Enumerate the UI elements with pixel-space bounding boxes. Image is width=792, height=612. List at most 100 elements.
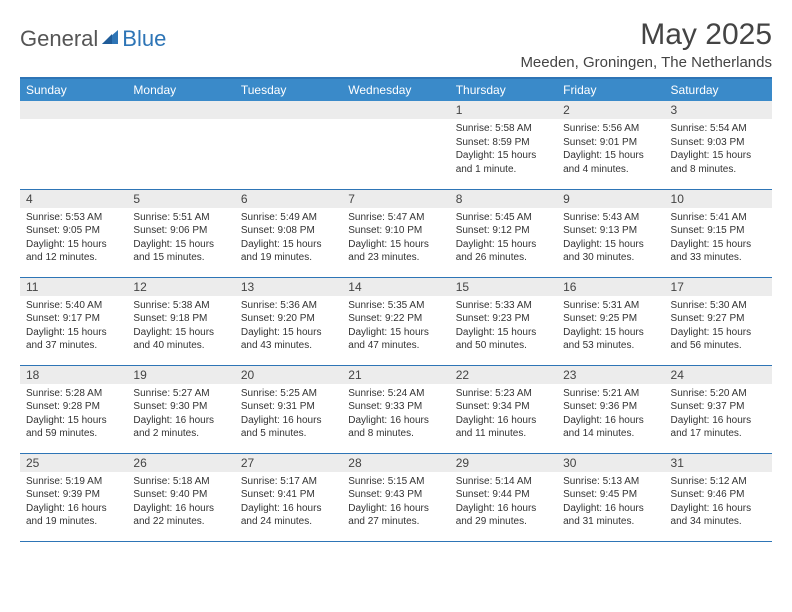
daylight-text: Daylight: 16 hours and 34 minutes.	[671, 502, 766, 529]
day-number: 24	[665, 366, 772, 384]
day-details: Sunrise: 5:21 AMSunset: 9:36 PMDaylight:…	[557, 384, 664, 445]
daylight-text: Daylight: 16 hours and 29 minutes.	[456, 502, 551, 529]
sunrise-text: Sunrise: 5:24 AM	[348, 387, 443, 401]
day-details: Sunrise: 5:47 AMSunset: 9:10 PMDaylight:…	[342, 208, 449, 269]
sunset-text: Sunset: 9:06 PM	[133, 224, 228, 238]
day-details: Sunrise: 5:28 AMSunset: 9:28 PMDaylight:…	[20, 384, 127, 445]
day-number: 16	[557, 278, 664, 296]
calendar-day-cell: 19Sunrise: 5:27 AMSunset: 9:30 PMDayligh…	[127, 365, 234, 453]
day-number: 9	[557, 190, 664, 208]
day-details: Sunrise: 5:33 AMSunset: 9:23 PMDaylight:…	[450, 296, 557, 357]
day-details: Sunrise: 5:18 AMSunset: 9:40 PMDaylight:…	[127, 472, 234, 533]
sunrise-text: Sunrise: 5:15 AM	[348, 475, 443, 489]
logo-sail-icon	[100, 28, 120, 51]
day-details: Sunrise: 5:24 AMSunset: 9:33 PMDaylight:…	[342, 384, 449, 445]
day-number: 7	[342, 190, 449, 208]
day-number: 15	[450, 278, 557, 296]
sunset-text: Sunset: 9:39 PM	[26, 488, 121, 502]
day-number: 23	[557, 366, 664, 384]
day-number: 10	[665, 190, 772, 208]
sunrise-text: Sunrise: 5:19 AM	[26, 475, 121, 489]
calendar-day-cell: 21Sunrise: 5:24 AMSunset: 9:33 PMDayligh…	[342, 365, 449, 453]
day-number: 5	[127, 190, 234, 208]
sunset-text: Sunset: 9:01 PM	[563, 136, 658, 150]
day-number: 27	[235, 454, 342, 472]
daylight-text: Daylight: 15 hours and 19 minutes.	[241, 238, 336, 265]
day-number	[342, 101, 449, 119]
calendar-day-cell: 7Sunrise: 5:47 AMSunset: 9:10 PMDaylight…	[342, 189, 449, 277]
sunrise-text: Sunrise: 5:31 AM	[563, 299, 658, 313]
day-details: Sunrise: 5:54 AMSunset: 9:03 PMDaylight:…	[665, 119, 772, 180]
day-number: 14	[342, 278, 449, 296]
calendar-day-cell: 25Sunrise: 5:19 AMSunset: 9:39 PMDayligh…	[20, 453, 127, 541]
weekday-header: Wednesday	[342, 79, 449, 101]
weekday-header: Friday	[557, 79, 664, 101]
sunrise-text: Sunrise: 5:56 AM	[563, 122, 658, 136]
sunrise-text: Sunrise: 5:20 AM	[671, 387, 766, 401]
sunrise-text: Sunrise: 5:47 AM	[348, 211, 443, 225]
day-details	[342, 119, 449, 126]
day-details	[127, 119, 234, 126]
calendar-table: Sunday Monday Tuesday Wednesday Thursday…	[20, 79, 772, 542]
sunrise-text: Sunrise: 5:12 AM	[671, 475, 766, 489]
day-details: Sunrise: 5:36 AMSunset: 9:20 PMDaylight:…	[235, 296, 342, 357]
daylight-text: Daylight: 15 hours and 40 minutes.	[133, 326, 228, 353]
day-number: 2	[557, 101, 664, 119]
sunrise-text: Sunrise: 5:40 AM	[26, 299, 121, 313]
day-number: 30	[557, 454, 664, 472]
day-number	[235, 101, 342, 119]
day-details: Sunrise: 5:53 AMSunset: 9:05 PMDaylight:…	[20, 208, 127, 269]
day-number: 22	[450, 366, 557, 384]
day-number: 26	[127, 454, 234, 472]
calendar-day-cell	[127, 101, 234, 189]
sunrise-text: Sunrise: 5:21 AM	[563, 387, 658, 401]
sunset-text: Sunset: 9:40 PM	[133, 488, 228, 502]
sunset-text: Sunset: 9:37 PM	[671, 400, 766, 414]
weekday-header: Saturday	[665, 79, 772, 101]
sunset-text: Sunset: 9:12 PM	[456, 224, 551, 238]
calendar-week-row: 11Sunrise: 5:40 AMSunset: 9:17 PMDayligh…	[20, 277, 772, 365]
sunrise-text: Sunrise: 5:33 AM	[456, 299, 551, 313]
calendar-day-cell	[342, 101, 449, 189]
day-details: Sunrise: 5:38 AMSunset: 9:18 PMDaylight:…	[127, 296, 234, 357]
calendar-week-row: 25Sunrise: 5:19 AMSunset: 9:39 PMDayligh…	[20, 453, 772, 541]
sunrise-text: Sunrise: 5:43 AM	[563, 211, 658, 225]
calendar-day-cell	[235, 101, 342, 189]
sunrise-text: Sunrise: 5:53 AM	[26, 211, 121, 225]
weekday-header: Tuesday	[235, 79, 342, 101]
day-number: 13	[235, 278, 342, 296]
calendar-day-cell: 9Sunrise: 5:43 AMSunset: 9:13 PMDaylight…	[557, 189, 664, 277]
calendar-day-cell: 17Sunrise: 5:30 AMSunset: 9:27 PMDayligh…	[665, 277, 772, 365]
daylight-text: Daylight: 16 hours and 8 minutes.	[348, 414, 443, 441]
daylight-text: Daylight: 16 hours and 19 minutes.	[26, 502, 121, 529]
calendar-body: 1Sunrise: 5:58 AMSunset: 8:59 PMDaylight…	[20, 101, 772, 541]
sunrise-text: Sunrise: 5:23 AM	[456, 387, 551, 401]
sunset-text: Sunset: 9:22 PM	[348, 312, 443, 326]
sunrise-text: Sunrise: 5:45 AM	[456, 211, 551, 225]
day-details: Sunrise: 5:45 AMSunset: 9:12 PMDaylight:…	[450, 208, 557, 269]
daylight-text: Daylight: 16 hours and 22 minutes.	[133, 502, 228, 529]
daylight-text: Daylight: 15 hours and 4 minutes.	[563, 149, 658, 176]
daylight-text: Daylight: 15 hours and 1 minute.	[456, 149, 551, 176]
sunset-text: Sunset: 9:45 PM	[563, 488, 658, 502]
sunrise-text: Sunrise: 5:54 AM	[671, 122, 766, 136]
day-details: Sunrise: 5:13 AMSunset: 9:45 PMDaylight:…	[557, 472, 664, 533]
sunset-text: Sunset: 9:10 PM	[348, 224, 443, 238]
sunset-text: Sunset: 9:05 PM	[26, 224, 121, 238]
sunrise-text: Sunrise: 5:35 AM	[348, 299, 443, 313]
sunrise-text: Sunrise: 5:58 AM	[456, 122, 551, 136]
day-details: Sunrise: 5:19 AMSunset: 9:39 PMDaylight:…	[20, 472, 127, 533]
calendar-day-cell: 20Sunrise: 5:25 AMSunset: 9:31 PMDayligh…	[235, 365, 342, 453]
sunrise-text: Sunrise: 5:13 AM	[563, 475, 658, 489]
weekday-header: Thursday	[450, 79, 557, 101]
day-details: Sunrise: 5:27 AMSunset: 9:30 PMDaylight:…	[127, 384, 234, 445]
calendar-week-row: 18Sunrise: 5:28 AMSunset: 9:28 PMDayligh…	[20, 365, 772, 453]
day-details: Sunrise: 5:20 AMSunset: 9:37 PMDaylight:…	[665, 384, 772, 445]
daylight-text: Daylight: 15 hours and 43 minutes.	[241, 326, 336, 353]
daylight-text: Daylight: 15 hours and 53 minutes.	[563, 326, 658, 353]
day-details	[235, 119, 342, 126]
day-number: 29	[450, 454, 557, 472]
sunrise-text: Sunrise: 5:41 AM	[671, 211, 766, 225]
calendar-day-cell: 18Sunrise: 5:28 AMSunset: 9:28 PMDayligh…	[20, 365, 127, 453]
sunset-text: Sunset: 9:33 PM	[348, 400, 443, 414]
